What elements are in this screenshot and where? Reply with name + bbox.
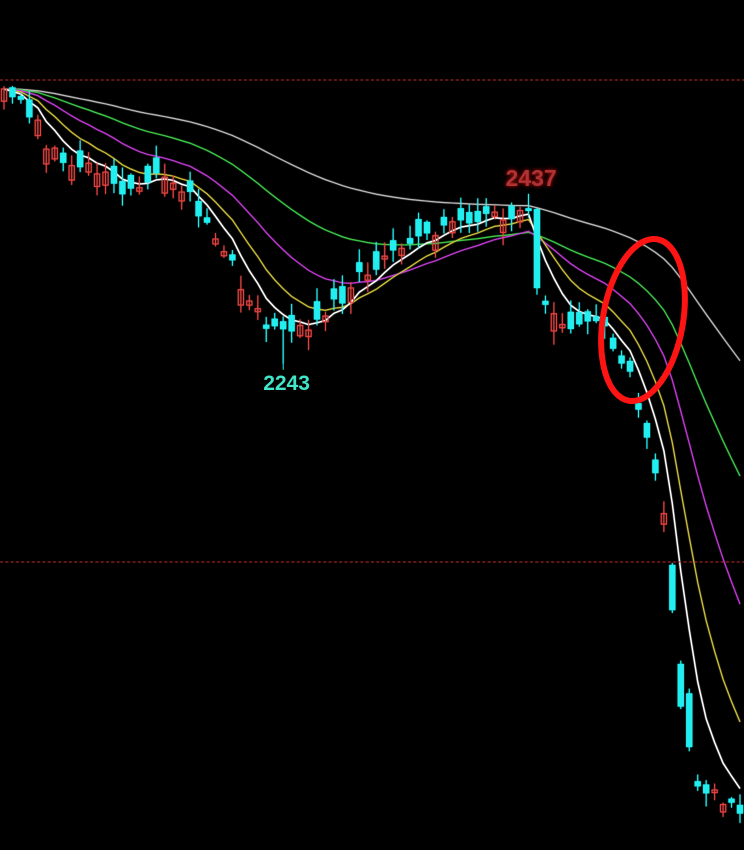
svg-text:2243: 2243 — [263, 372, 310, 395]
svg-text:2437: 2437 — [506, 165, 557, 191]
